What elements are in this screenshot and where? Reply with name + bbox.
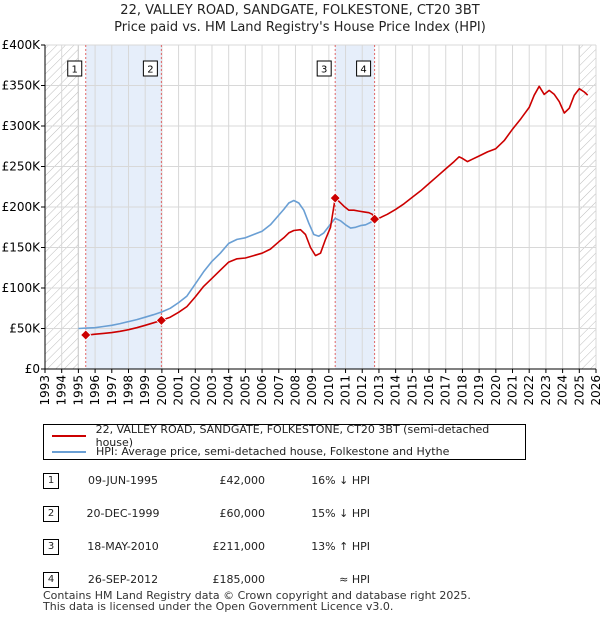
x-tick-label: 2017 — [439, 375, 453, 406]
x-tick-label: 2005 — [238, 375, 252, 406]
sale-number-badge: 4 — [43, 572, 59, 588]
sale-row: 1 09-JUN-1995 £42,000 16% ↓ HPI — [43, 473, 443, 489]
x-tick-label: 2011 — [339, 375, 353, 406]
legend-label-hpi: HPI: Average price, semi-detached house,… — [96, 445, 450, 458]
x-tick-label: 2001 — [172, 375, 186, 406]
hpi-line — [78, 199, 376, 330]
footer-licence: This data is licensed under the Open Gov… — [43, 600, 394, 613]
sale-row: 4 26-SEP-2012 £185,000 ≈ HPI — [43, 572, 443, 588]
x-tick-label: 2003 — [205, 375, 219, 406]
x-tick-label: 2022 — [522, 375, 536, 406]
legend-item-hpi: HPI: Average price, semi-detached house,… — [52, 444, 449, 459]
x-tick-label: 2019 — [472, 375, 486, 406]
x-tick-label: 2008 — [288, 375, 302, 406]
sale-price: £185,000 — [212, 573, 266, 586]
legend: 22, VALLEY ROAD, SANDGATE, FOLKESTONE, C… — [43, 423, 526, 460]
chart-subtitle: Price paid vs. HM Land Registry's House … — [114, 20, 486, 35]
x-tick-label: 2009 — [305, 375, 319, 406]
x-tick-label: 2020 — [489, 375, 503, 406]
x-tick-label: 1999 — [138, 375, 152, 406]
sale-label: 3 — [321, 65, 327, 76]
x-tick-label: 2000 — [155, 375, 169, 406]
sale-date: 18-MAY-2010 — [87, 540, 159, 553]
x-tick-label: 2004 — [222, 375, 236, 406]
sale-label-box — [356, 60, 372, 77]
sale-row: 2 20-DEC-1999 £60,000 15% ↓ HPI — [43, 506, 443, 522]
sale-number-badge: 3 — [43, 539, 59, 555]
legend-label-property: 22, VALLEY ROAD, SANDGATE, FOLKESTONE, C… — [95, 422, 490, 449]
x-tick-label: 2026 — [589, 375, 600, 406]
x-tick-label: 2010 — [322, 375, 336, 406]
sale-hpi-relation: 15% ↓ HPI — [311, 507, 370, 520]
sale-point — [329, 192, 341, 204]
legend-swatch-property — [52, 434, 86, 437]
legend-item-property: 22, VALLEY ROAD, SANDGATE, FOLKESTONE, C… — [52, 423, 525, 449]
x-tick-label: 2013 — [372, 375, 386, 406]
x-tick-label: 2007 — [272, 375, 286, 406]
y-tick-label: £0 — [25, 362, 40, 376]
sale-price: £42,000 — [219, 474, 266, 487]
sale-row: 3 18-MAY-2010 £211,000 13% ↑ HPI — [43, 539, 443, 555]
x-tick-label: 1995 — [71, 375, 85, 406]
x-tick-label: 2002 — [188, 375, 202, 406]
sale-label: 4 — [360, 65, 366, 76]
x-tick-label: 2024 — [556, 375, 570, 406]
chart-title-block: 22, VALLEY ROAD, SANDGATE, FOLKESTONE, C… — [0, 2, 600, 36]
y-tick-label: £300K — [2, 119, 42, 133]
sale-label-box — [67, 60, 83, 77]
sale-hpi-relation: 13% ↑ HPI — [311, 540, 370, 553]
x-tick-label: 2016 — [422, 375, 436, 406]
sale-number-badge: 1 — [43, 473, 59, 489]
y-tick-label: £50K — [9, 322, 41, 336]
legend-swatch-hpi — [52, 450, 86, 453]
sale-point — [369, 213, 381, 225]
sale-hpi-relation: 16% ↓ HPI — [311, 474, 370, 487]
x-tick-label: 2021 — [506, 375, 520, 406]
property-price-line — [85, 85, 589, 336]
footer-copyright: Contains HM Land Registry data © Crown c… — [43, 589, 471, 602]
x-tick-label: 2014 — [389, 375, 403, 406]
sale-price: £60,000 — [219, 507, 266, 520]
x-tick-label: 2012 — [355, 375, 369, 406]
y-tick-label: £150K — [2, 241, 42, 255]
sale-date: 09-JUN-1995 — [87, 474, 159, 487]
x-tick-label: 2015 — [405, 375, 419, 406]
price-chart: 1 2 3 4 £0 £50K £100K £150K £200K £250K £300K £350… — [2, 38, 600, 406]
sale-label: 2 — [147, 65, 153, 76]
x-tick-label: 1997 — [105, 375, 119, 406]
y-tick-label: £100K — [2, 281, 42, 295]
sale-point — [155, 314, 167, 326]
footer: Contains HM Land Registry data © Crown c… — [43, 590, 471, 612]
x-tick-label: 2006 — [255, 375, 269, 406]
sale-number-badge: 2 — [43, 506, 59, 522]
sale-point — [80, 329, 92, 341]
x-tick-label: 1996 — [88, 375, 102, 406]
y-tick-label: £350K — [2, 79, 42, 93]
sale-label-box — [142, 60, 158, 77]
x-tick-label: 1993 — [38, 375, 52, 406]
x-tick-label: 2025 — [572, 375, 586, 406]
y-tick-label: £400K — [2, 38, 42, 52]
chart-title: 22, VALLEY ROAD, SANDGATE, FOLKESTONE, C… — [120, 3, 480, 18]
x-tick-label: 2023 — [539, 375, 553, 406]
sale-label: 1 — [72, 65, 78, 76]
sale-date: 26-SEP-2012 — [87, 573, 159, 586]
x-tick-label: 1994 — [55, 375, 69, 406]
x-tick-label: 2018 — [455, 375, 469, 406]
y-tick-label: £200K — [2, 200, 42, 214]
sale-date: 20-DEC-1999 — [86, 507, 160, 520]
sale-price: £211,000 — [212, 540, 266, 553]
sale-hpi-relation: ≈ HPI — [339, 573, 370, 586]
x-tick-label: 1998 — [121, 375, 135, 406]
y-tick-label: £250K — [2, 160, 42, 174]
sale-label-box — [316, 60, 332, 77]
